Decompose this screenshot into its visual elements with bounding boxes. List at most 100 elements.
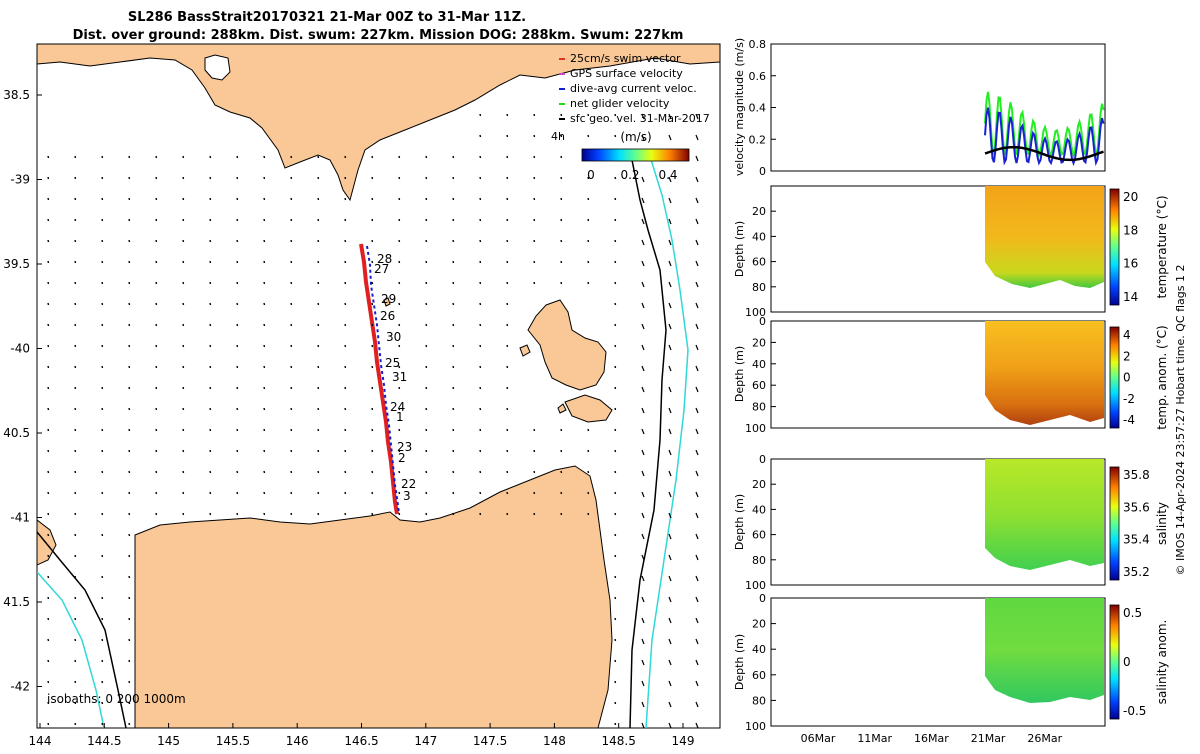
current-arrow — [290, 197, 293, 201]
colorbar-tick-label: 0 — [1123, 655, 1131, 669]
current-arrow — [614, 323, 617, 327]
current-arrow — [668, 134, 672, 141]
current-arrow — [128, 344, 131, 348]
current-arrow — [344, 197, 347, 201]
current-arrow — [74, 533, 77, 537]
current-arrow — [452, 176, 455, 180]
current-arrow — [263, 386, 266, 390]
current-arrow — [236, 260, 239, 264]
current-arrow — [47, 575, 50, 579]
colorbar-label: salinity — [1155, 502, 1169, 545]
current-arrow — [74, 281, 77, 285]
current-arrow — [695, 239, 699, 246]
current-arrow — [209, 365, 212, 369]
current-arrow — [344, 386, 347, 390]
current-arrow — [209, 470, 212, 474]
current-arrow — [101, 344, 104, 348]
current-arrow — [398, 239, 401, 243]
current-arrow — [479, 470, 482, 474]
current-arrow — [641, 617, 645, 624]
current-arrow — [614, 617, 617, 621]
current-arrow — [74, 176, 77, 180]
current-arrow — [641, 323, 645, 330]
current-arrow — [317, 344, 320, 348]
depth-tick-label: 100 — [745, 422, 766, 435]
current-arrow — [614, 134, 617, 138]
current-arrow — [371, 344, 374, 348]
current-arrow — [506, 323, 509, 327]
current-arrow — [479, 323, 482, 327]
map-title-line2: Dist. over ground: 288km. Dist. swum: 22… — [73, 28, 684, 43]
current-arrow — [290, 218, 293, 222]
current-arrow — [155, 323, 158, 327]
current-arrow — [344, 239, 347, 243]
current-arrow — [155, 260, 158, 264]
current-arrow — [641, 386, 645, 393]
current-arrow — [47, 470, 50, 474]
dive-avg-current-track — [366, 245, 400, 515]
current-arrow — [614, 176, 617, 180]
current-arrow — [317, 365, 320, 369]
depth-tick-label: 60 — [752, 256, 766, 269]
current-arrow — [614, 113, 617, 117]
current-arrow — [74, 155, 77, 159]
current-arrow — [182, 407, 185, 411]
current-arrow — [614, 365, 617, 369]
day-label: 2 — [398, 451, 406, 465]
current-arrow — [668, 512, 672, 519]
current-arrow — [290, 302, 293, 306]
current-arrow — [236, 176, 239, 180]
current-arrow — [587, 260, 590, 264]
current-arrow — [47, 596, 50, 600]
current-arrow — [101, 491, 104, 495]
current-arrow — [668, 554, 672, 561]
current-arrow — [695, 575, 699, 582]
current-arrow — [506, 344, 509, 348]
current-arrow — [101, 302, 104, 306]
current-arrow — [398, 281, 401, 285]
current-arrow — [506, 281, 509, 285]
current-arrow — [668, 260, 672, 267]
current-arrow — [506, 218, 509, 222]
current-arrow — [560, 239, 563, 243]
current-arrow — [614, 281, 617, 285]
current-arrow — [182, 302, 185, 306]
current-arrow — [209, 512, 212, 516]
current-arrow — [128, 449, 131, 453]
current-arrow — [641, 722, 645, 728]
current-arrow — [695, 491, 699, 498]
depth-tick-label: 100 — [745, 306, 766, 319]
current-arrow — [398, 260, 401, 264]
current-arrow — [398, 386, 401, 390]
current-arrow — [101, 449, 104, 453]
day-label: 31 — [392, 370, 407, 384]
current-arrow — [155, 302, 158, 306]
colorbar-tick-label: -2 — [1123, 392, 1135, 406]
current-arrow — [74, 428, 77, 432]
current-arrow — [506, 113, 509, 117]
current-arrow — [641, 260, 645, 267]
salinity-heatmap — [985, 459, 1104, 570]
current-arrow — [641, 197, 645, 204]
current-arrow — [182, 281, 185, 285]
map-y-tick-label: 38.5 — [3, 88, 30, 102]
current-arrow — [398, 344, 401, 348]
sal-anom-heatmap — [985, 598, 1104, 703]
current-arrow — [128, 659, 131, 663]
current-arrow — [452, 260, 455, 264]
current-arrow — [101, 176, 104, 180]
current-arrow — [209, 302, 212, 306]
current-arrow — [479, 281, 482, 285]
current-arrow — [614, 218, 617, 222]
speed-colorbar — [581, 148, 690, 162]
current-arrow — [452, 344, 455, 348]
depth-tick-label: 80 — [752, 554, 766, 567]
day-label: 1 — [396, 410, 404, 424]
current-arrow — [209, 407, 212, 411]
current-arrow — [209, 449, 212, 453]
current-arrow — [74, 680, 77, 684]
depth-tick-label: 80 — [752, 281, 766, 294]
depth-tick-label: 60 — [752, 529, 766, 542]
depth-tick-label: 80 — [752, 694, 766, 707]
